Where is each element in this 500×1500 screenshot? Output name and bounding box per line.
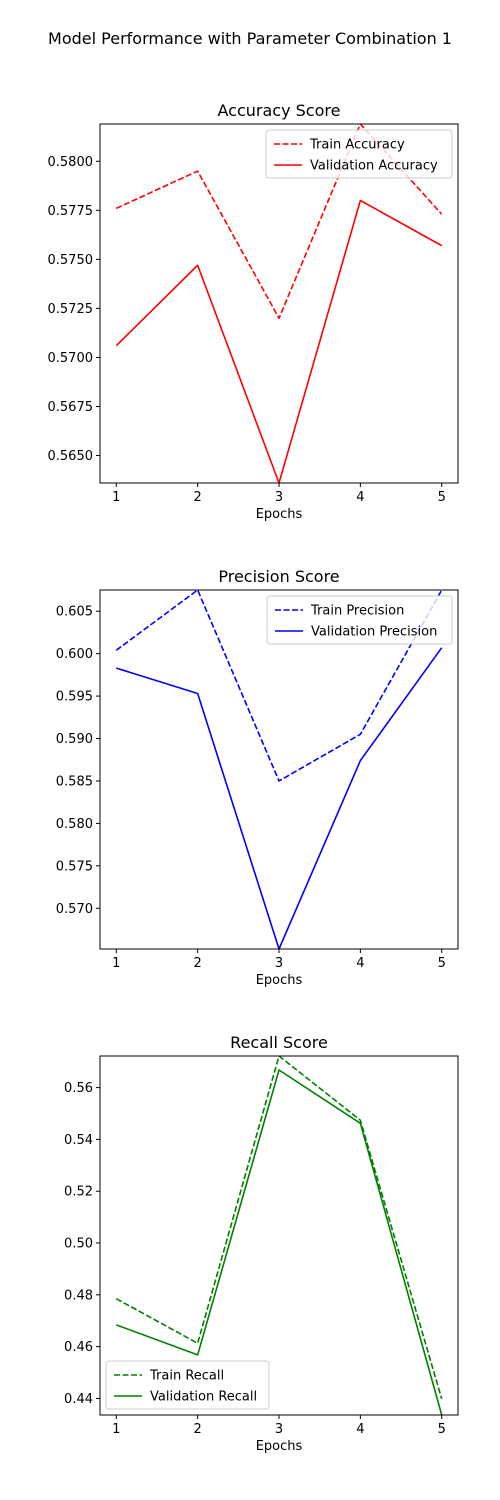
y-tick-label: 0.5675 xyxy=(48,400,94,415)
chart-panels: Accuracy Score 1 2 3 4 5 0.5650 0.5675 0.5700 0.5… xyxy=(48,101,459,1454)
y-tick-label: 0.590 xyxy=(56,732,93,747)
y-tick-label: 0.5750 xyxy=(48,253,94,268)
x-tick-label: 5 xyxy=(438,490,446,505)
figure-title: Model Performance with Parameter Combina… xyxy=(48,29,452,48)
legend-entry-label: Validation Recall xyxy=(150,1390,257,1405)
legend-entry-label: Validation Accuracy xyxy=(310,159,438,174)
x-tick-label: 2 xyxy=(193,956,201,971)
y-tick-label: 0.44 xyxy=(64,1392,93,1407)
x-tick-label: 3 xyxy=(275,956,283,971)
y-tick-label: 0.52 xyxy=(64,1185,93,1200)
chart-title: Accuracy Score xyxy=(218,101,341,120)
x-tick-label: 3 xyxy=(275,490,283,505)
x-tick-label: 5 xyxy=(438,1422,446,1437)
y-tick-label: 0.5725 xyxy=(48,302,94,317)
x-tick-label: 4 xyxy=(356,956,364,971)
x-tick-label: 1 xyxy=(112,490,120,505)
y-tick-label: 0.5800 xyxy=(48,155,94,170)
y-tick-label: 0.54 xyxy=(64,1133,93,1148)
y-tick-label: 0.575 xyxy=(56,859,93,874)
x-tick-label: 4 xyxy=(356,1422,364,1437)
x-axis-label: Epochs xyxy=(256,507,303,522)
x-tick-label: 4 xyxy=(356,490,364,505)
x-tick-label: 1 xyxy=(112,1422,120,1437)
x-tick-label: 5 xyxy=(438,956,446,971)
series-line-train-recall xyxy=(116,1056,441,1399)
y-tick-label: 0.5700 xyxy=(48,351,94,366)
series-line-validation-precision xyxy=(116,648,441,949)
series-line-validation-accuracy xyxy=(116,201,441,483)
x-axis-label: Epochs xyxy=(256,1439,303,1454)
legend-entry-label: Validation Precision xyxy=(311,625,437,640)
x-tick-label: 3 xyxy=(275,1422,283,1437)
y-tick-label: 0.48 xyxy=(64,1288,93,1303)
legend: Train Precision Validation Precision xyxy=(267,596,452,644)
chart-panel-2: Precision Score 1 2 3 4 5 0.570 0.575 0.580 0.585… xyxy=(56,567,458,988)
y-tick-label: 0.5775 xyxy=(48,204,94,219)
y-tick-label: 0.56 xyxy=(64,1081,93,1096)
chart-title: Precision Score xyxy=(218,567,339,586)
chart-panel-1: Accuracy Score 1 2 3 4 5 0.5650 0.5675 0.5700 0.5… xyxy=(48,101,459,522)
y-tick-label: 0.580 xyxy=(56,817,93,832)
y-tick-label: 0.570 xyxy=(56,902,93,917)
y-tick-label: 0.600 xyxy=(56,647,93,662)
y-tick-label: 0.5650 xyxy=(48,449,94,464)
x-tick-label: 1 xyxy=(112,956,120,971)
legend-entry-label: Train Recall xyxy=(149,1369,224,1384)
legend: Train Accuracy Validation Accuracy xyxy=(266,130,452,178)
y-tick-label: 0.585 xyxy=(56,774,93,789)
y-tick-label: 0.46 xyxy=(64,1340,93,1355)
x-tick-label: 2 xyxy=(193,1422,201,1437)
chart-title: Recall Score xyxy=(230,1033,328,1052)
x-tick-label: 2 xyxy=(193,490,201,505)
y-tick-label: 0.595 xyxy=(56,690,93,705)
y-tick-label: 0.605 xyxy=(56,605,93,620)
x-axis-label: Epochs xyxy=(256,973,303,988)
chart-panel-3: Recall Score 1 2 3 4 5 0.44 0.46 0.48 0.50 0.52 0.5… xyxy=(64,1033,458,1454)
legend-entry-label: Train Accuracy xyxy=(309,138,405,153)
legend-entry-label: Train Precision xyxy=(310,604,404,619)
legend: Train Recall Validation Recall xyxy=(106,1361,269,1409)
y-tick-label: 0.50 xyxy=(64,1237,93,1252)
